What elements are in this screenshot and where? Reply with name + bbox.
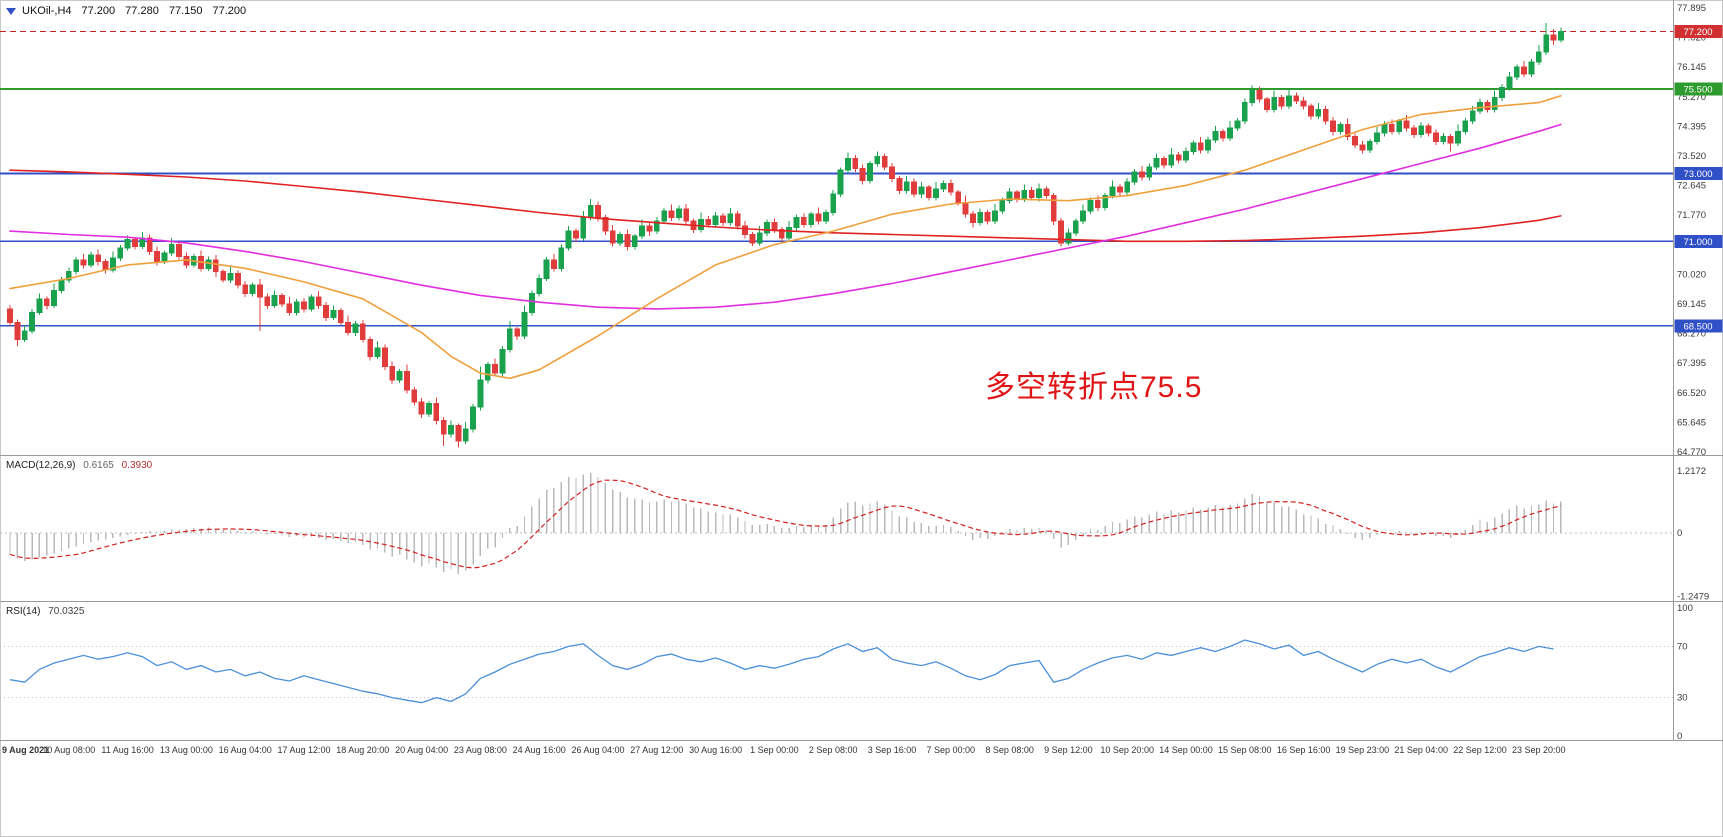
svg-text:21 Sep 04:00: 21 Sep 04:00 <box>1394 745 1448 755</box>
svg-text:71.770: 71.770 <box>1677 210 1706 221</box>
symbol-period-label: UKOil-,H4 <box>22 5 72 17</box>
svg-text:70.020: 70.020 <box>1677 269 1706 280</box>
svg-text:24 Aug 16:00: 24 Aug 16:00 <box>513 745 566 755</box>
svg-text:100: 100 <box>1677 603 1693 614</box>
svg-text:68.500: 68.500 <box>1683 321 1712 332</box>
svg-text:17 Aug 12:00: 17 Aug 12:00 <box>277 745 330 755</box>
svg-text:76.145: 76.145 <box>1677 62 1706 73</box>
high-value: 77.280 <box>125 5 159 17</box>
svg-text:75.270: 75.270 <box>1677 92 1706 103</box>
svg-text:10 Sep 20:00: 10 Sep 20:00 <box>1100 745 1154 755</box>
svg-text:3 Sep 16:00: 3 Sep 16:00 <box>868 745 917 755</box>
svg-text:11 Aug 16:00: 11 Aug 16:00 <box>101 745 153 755</box>
macd-indicator-label: MACD(12,26,9) 0.6165 0.3930 <box>6 460 152 471</box>
svg-text:16 Sep 16:00: 16 Sep 16:00 <box>1277 745 1331 755</box>
chart-header: UKOil-,H4 77.200 77.280 77.150 77.200 <box>6 5 246 17</box>
svg-text:2 Sep 08:00: 2 Sep 08:00 <box>809 745 858 755</box>
moving-average-lines <box>9 95 1562 380</box>
svg-text:73.520: 73.520 <box>1677 151 1706 162</box>
svg-text:69.145: 69.145 <box>1677 299 1706 310</box>
svg-text:8 Sep 08:00: 8 Sep 08:00 <box>985 745 1034 755</box>
svg-text:10 Aug 08:00: 10 Aug 08:00 <box>42 745 95 755</box>
svg-text:15 Sep 08:00: 15 Sep 08:00 <box>1218 745 1272 755</box>
macd-signal-value: 0.3930 <box>121 460 153 471</box>
svg-text:23 Aug 08:00: 23 Aug 08:00 <box>454 745 507 755</box>
svg-text:0: 0 <box>1677 731 1682 742</box>
svg-text:30: 30 <box>1677 693 1688 704</box>
svg-text:1 Sep 00:00: 1 Sep 00:00 <box>750 745 799 755</box>
svg-text:0: 0 <box>1677 528 1682 539</box>
svg-text:26 Aug 04:00: 26 Aug 04:00 <box>571 745 624 755</box>
svg-text:77.200: 77.200 <box>1683 27 1712 38</box>
svg-text:30 Aug 16:00: 30 Aug 16:00 <box>689 745 742 755</box>
low-value: 77.150 <box>168 5 203 17</box>
svg-text:72.645: 72.645 <box>1677 181 1706 192</box>
svg-text:67.395: 67.395 <box>1677 358 1706 369</box>
svg-text:14 Sep 00:00: 14 Sep 00:00 <box>1159 745 1213 755</box>
rsi-panel <box>0 639 1673 704</box>
macd-main-value: 0.6165 <box>83 460 114 471</box>
price-badges: 77.200 75.500 73.000 71.000 68.500 <box>1674 25 1723 333</box>
svg-text:18 Aug 20:00: 18 Aug 20:00 <box>336 745 389 755</box>
svg-text:64.770: 64.770 <box>1677 447 1706 458</box>
candles-layer <box>7 23 1564 448</box>
svg-text:13 Aug 00:00: 13 Aug 00:00 <box>160 745 213 755</box>
svg-text:9 Aug 2021: 9 Aug 2021 <box>2 745 49 755</box>
svg-text:74.395: 74.395 <box>1677 121 1706 132</box>
close-value: 77.200 <box>212 5 247 17</box>
svg-text:1.2172: 1.2172 <box>1677 466 1706 477</box>
svg-text:23 Sep 20:00: 23 Sep 20:00 <box>1512 745 1566 755</box>
svg-text:20 Aug 04:00: 20 Aug 04:00 <box>395 745 448 755</box>
one-click-trading-toggle-icon[interactable] <box>6 7 16 15</box>
rsi-value: 70.0325 <box>48 606 85 617</box>
svg-text:7 Sep 00:00: 7 Sep 00:00 <box>927 745 976 755</box>
svg-text:75.500: 75.500 <box>1683 85 1712 96</box>
svg-text:73.000: 73.000 <box>1683 169 1712 180</box>
svg-text:22 Sep 12:00: 22 Sep 12:00 <box>1453 745 1507 755</box>
price-axis: 77.895 77.020 76.145 75.270 74.395 73.520 72.6… <box>1677 3 1709 742</box>
svg-text:66.520: 66.520 <box>1677 388 1706 399</box>
svg-text:19 Sep 23:00: 19 Sep 23:00 <box>1336 745 1390 755</box>
macd-name: MACD(12,26,9) <box>6 460 76 471</box>
svg-text:71.000: 71.000 <box>1683 237 1712 248</box>
macd-panel <box>0 472 1673 574</box>
rsi-indicator-label: RSI(14) 70.0325 <box>6 606 84 617</box>
svg-text:65.645: 65.645 <box>1677 417 1706 428</box>
svg-text:9 Sep 12:00: 9 Sep 12:00 <box>1044 745 1093 755</box>
svg-text:77.895: 77.895 <box>1677 3 1706 14</box>
svg-text:70: 70 <box>1677 641 1688 652</box>
svg-text:27 Aug 12:00: 27 Aug 12:00 <box>630 745 683 755</box>
rsi-name: RSI(14) <box>6 606 41 617</box>
svg-text:77.020: 77.020 <box>1677 33 1706 44</box>
annotation-text: 多空转折点75.5 <box>985 371 1203 404</box>
svg-text:-1.2479: -1.2479 <box>1677 592 1709 603</box>
horizontal-level-lines <box>0 31 1673 327</box>
svg-text:68.270: 68.270 <box>1677 329 1706 340</box>
open-value: 77.200 <box>81 5 116 17</box>
svg-text:16 Aug 04:00: 16 Aug 04:00 <box>219 745 272 755</box>
